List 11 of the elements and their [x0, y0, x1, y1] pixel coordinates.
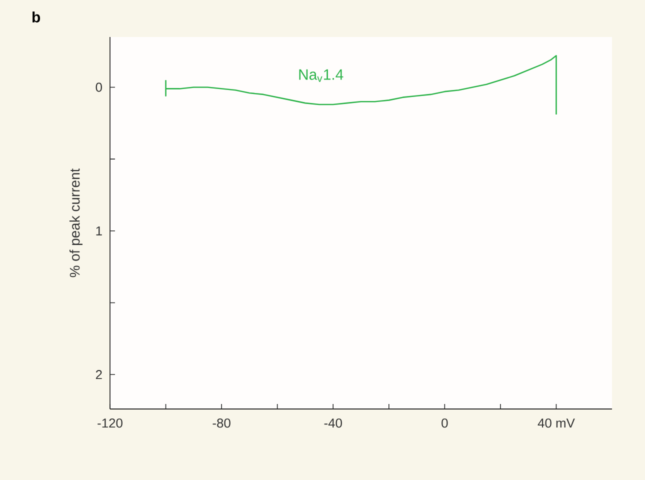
x-tick-label: -80 — [212, 418, 230, 428]
x-tick-label: 40 mV — [538, 418, 575, 428]
y-tick-label: 0 — [96, 82, 102, 92]
x-tick-label: 0 — [442, 418, 448, 428]
series-label: Na$_{v}$1.4 — [299, 69, 344, 82]
y-axis-title: % of peak current — [69, 168, 82, 278]
x-tick-label: -120 — [98, 418, 122, 428]
text: b — [32, 12, 40, 22]
y-tick-label: 1 — [96, 226, 102, 236]
x-tick-label: -40 — [324, 418, 342, 428]
y-tick-label: 2 — [96, 370, 102, 380]
